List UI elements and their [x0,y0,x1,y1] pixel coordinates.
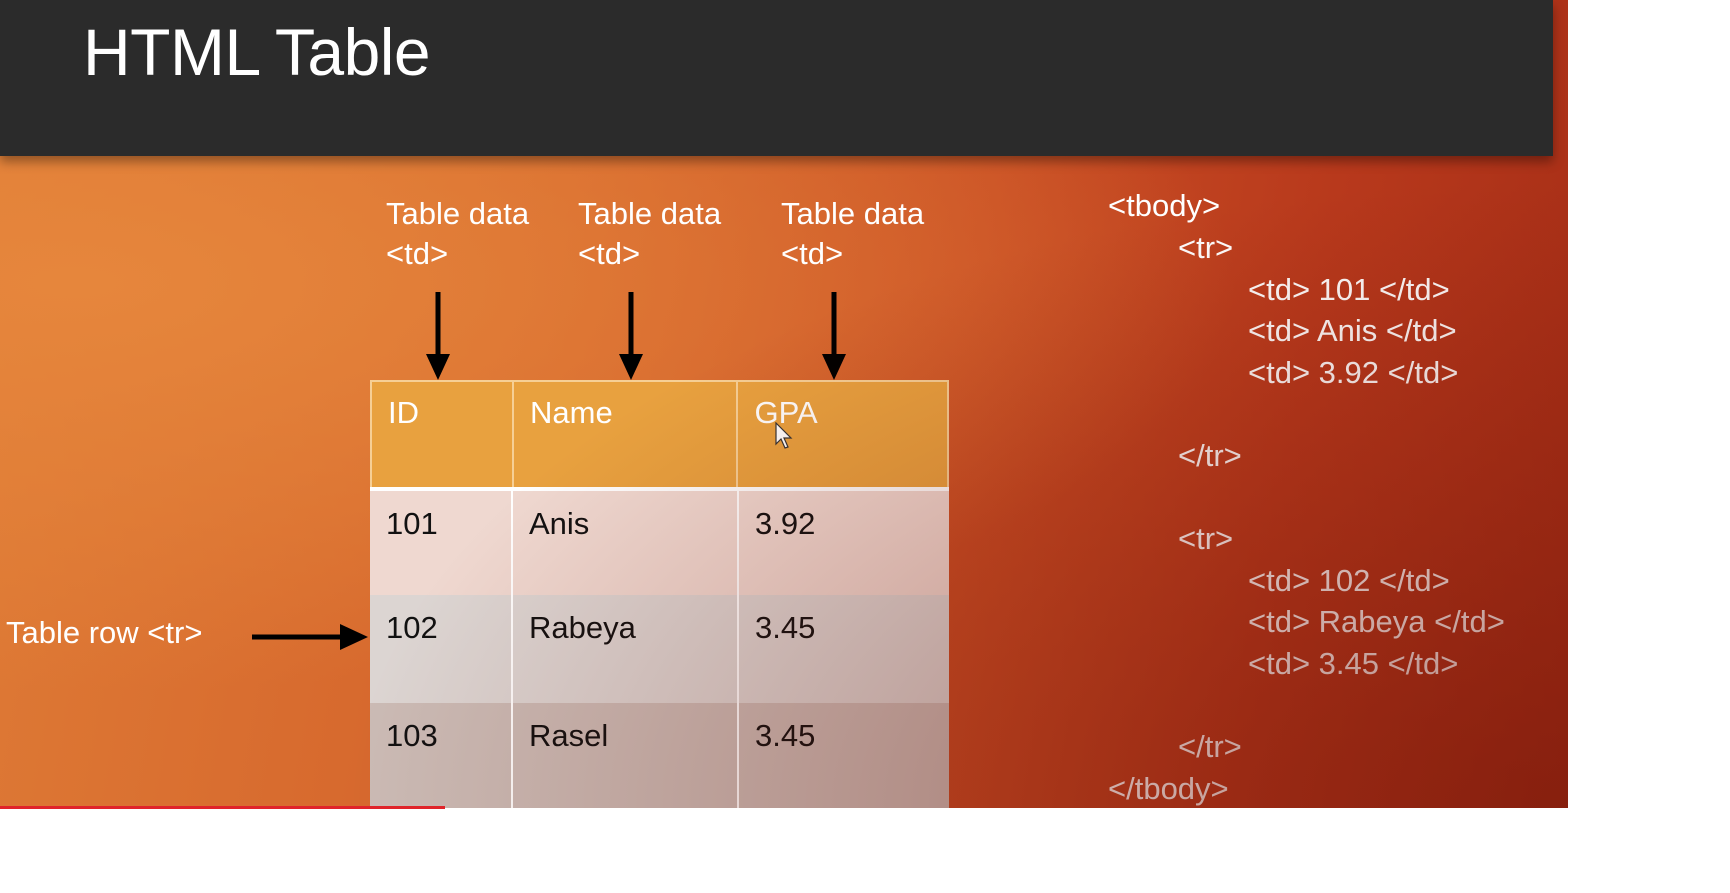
annotation-tag: <td> [578,236,641,271]
table-cell: 3.45 [755,610,816,645]
column-annotation-id: Table data <td> [386,194,529,274]
code-line: <td> Anis </td> [1248,313,1457,348]
header-cell-id: ID [372,382,515,487]
table-header-row: ID Name GPA [370,380,949,487]
table-cell: Rasel [513,703,739,808]
code-line: <td> 102 </td> [1248,563,1450,598]
annotation-tag: <td> [781,236,844,271]
code-line: <td> 3.92 </td> [1248,355,1459,390]
right-arrow-icon [252,624,368,650]
down-arrow-icon [426,292,450,380]
video-progress-bar[interactable] [0,806,445,809]
table-cell: 3.45 [755,718,816,753]
title-bar: HTML Table [0,0,1553,156]
code-line: <td> Rabeya </td> [1248,604,1505,639]
header-cell-name: Name [514,382,739,487]
code-line: <tr> [1178,521,1234,556]
code-line: </tbody> [1108,771,1229,806]
example-table: ID Name GPA 101 Anis 3.92 102 Rabeya 3.4… [370,380,949,808]
slide-background: HTML Table Table data <td> Table data <t… [0,0,1568,808]
slide-title: HTML Table [83,15,431,89]
table-row: 102 Rabeya 3.45 [370,595,949,703]
page-margin [1568,0,1730,893]
code-line: <td> 101 </td> [1248,272,1450,307]
table-cell: 102 [370,595,513,703]
row-annotation: Table row <tr> [6,615,203,650]
table-cell: 103 [370,703,513,808]
page-margin [0,808,1730,893]
code-line: </tr> [1178,729,1242,764]
table-cell: Anis [513,491,739,595]
code-line: </tr> [1178,438,1242,473]
table-row: 101 Anis 3.92 [370,487,949,595]
column-annotation-gpa: Table data <td> [781,194,924,274]
column-annotation-name: Table data <td> [578,194,721,274]
annotation-text: Table data [578,196,722,231]
down-arrow-icon [619,292,643,380]
code-line: <td> 3.45 </td> [1248,646,1459,681]
table-row: 103 Rasel 3.45 [370,703,949,808]
annotation-text: Table data [781,196,925,231]
table-cell: 101 [370,491,513,595]
table-cell: Rabeya [513,595,739,703]
code-line: <tbody> [1108,188,1221,223]
header-cell-gpa: GPA [754,395,818,430]
annotation-tag: <td> [386,236,449,271]
down-arrow-icon [822,292,846,380]
table-cell: 3.92 [755,506,816,541]
annotation-text: Table data [386,196,530,231]
code-line: <tr> [1178,230,1234,265]
mouse-pointer-icon [775,421,793,450]
